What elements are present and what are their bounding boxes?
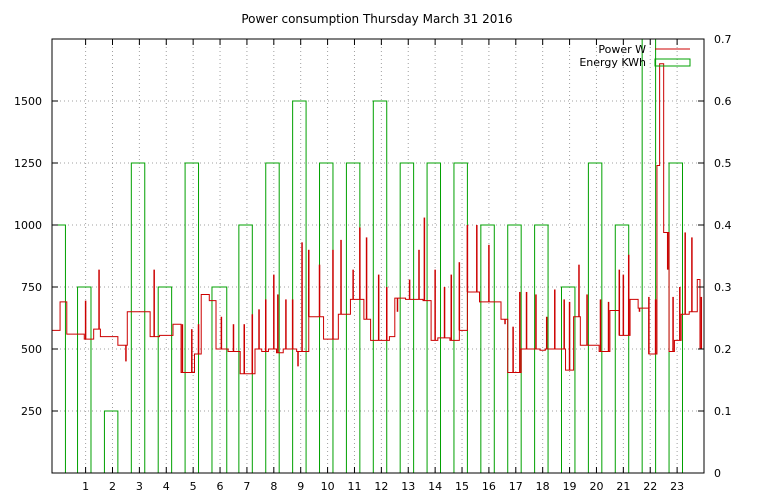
y-right-tick-label: 0.4 — [714, 219, 732, 232]
energy-bar — [184, 162, 200, 474]
x-tick-label: 10 — [321, 480, 335, 493]
x-tick-label: 14 — [428, 480, 442, 493]
legend: Power W Energy KWh — [579, 43, 691, 69]
x-tick-label: 19 — [563, 480, 577, 493]
energy-bar — [614, 224, 630, 474]
x-tick-label: 3 — [136, 480, 143, 493]
y-left-tick-label: 1500 — [14, 95, 42, 108]
legend-swatch-energy — [654, 58, 691, 67]
legend-label-energy: Energy KWh — [579, 56, 646, 69]
x-tick-label: 20 — [589, 480, 603, 493]
x-tick-label: 23 — [670, 480, 684, 493]
chart-title: Power consumption Thursday March 31 2016 — [241, 12, 512, 26]
energy-bar — [319, 162, 334, 474]
y-right-tick-label: 0.6 — [714, 95, 732, 108]
x-tick-label: 9 — [297, 480, 304, 493]
axes: 1 2 3 4 5 6 7 8 9 10 11 12 13 14 15 16 17 18 19 20 21 22 23250… — [14, 33, 732, 493]
energy-bar — [77, 286, 92, 474]
plot-frame — [51, 38, 705, 474]
x-tick-label: 21 — [616, 480, 630, 493]
power-line — [52, 63, 705, 375]
x-tick-label: 6 — [217, 480, 224, 493]
x-tick-label: 22 — [643, 480, 657, 493]
x-tick-label: 5 — [190, 480, 197, 493]
y-left-tick-label: 1250 — [14, 157, 42, 170]
y-left-tick-label: 250 — [21, 405, 42, 418]
x-tick-label: 18 — [536, 480, 550, 493]
x-tick-label: 4 — [163, 480, 170, 493]
y-right-tick-label: 0.5 — [714, 157, 732, 170]
y-right-tick-label: 0.3 — [714, 281, 732, 294]
y-right-tick-label: 0 — [714, 467, 721, 480]
y-right-tick-label: 0.1 — [714, 405, 732, 418]
y-right-tick-label: 0.7 — [714, 33, 732, 46]
x-tick-label: 11 — [347, 480, 361, 493]
energy-bar — [211, 286, 228, 474]
x-tick-label: 1 — [82, 480, 89, 493]
y-left-tick-label: 750 — [21, 281, 42, 294]
energy-bar — [426, 162, 442, 474]
x-tick-label: 7 — [243, 480, 250, 493]
energy-bar — [103, 410, 119, 474]
x-tick-label: 13 — [401, 480, 415, 493]
legend-label-power: Power W — [598, 43, 646, 56]
x-tick-label: 2 — [109, 480, 116, 493]
y-left-tick-label: 500 — [21, 343, 42, 356]
energy-bar — [157, 286, 173, 474]
grid-lines — [52, 39, 704, 473]
energy-bar — [399, 162, 415, 474]
x-tick-label: 17 — [509, 480, 523, 493]
energy-bar — [345, 162, 361, 474]
x-tick-label: 12 — [374, 480, 388, 493]
energy-bar — [453, 162, 468, 474]
x-tick-label: 15 — [455, 480, 469, 493]
power-series — [52, 63, 705, 375]
y-right-tick-label: 0.2 — [714, 343, 732, 356]
energy-bar — [130, 162, 146, 474]
energy-bar — [641, 38, 657, 474]
x-tick-label: 16 — [482, 480, 496, 493]
x-tick-label: 8 — [270, 480, 277, 493]
y-left-tick-label: 1000 — [14, 219, 42, 232]
